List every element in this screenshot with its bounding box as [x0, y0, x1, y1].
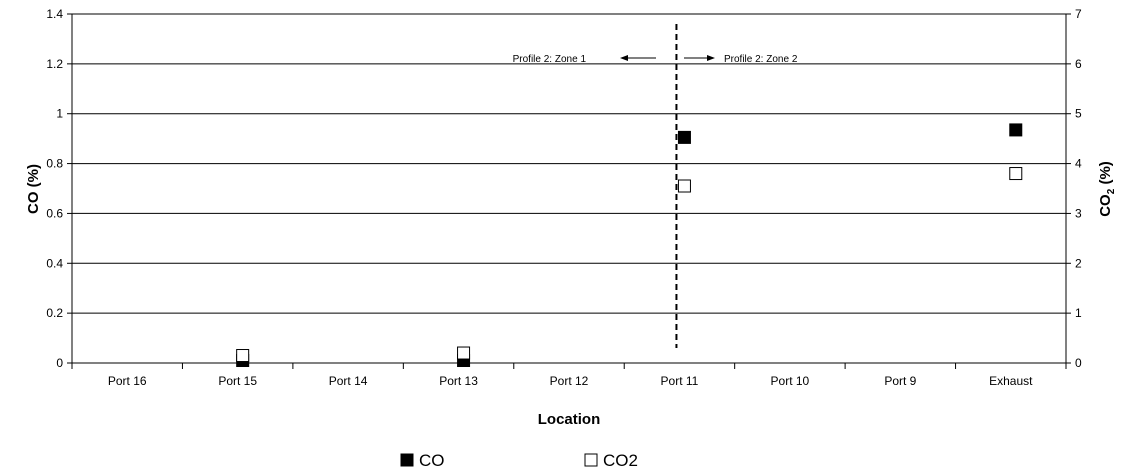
- legend-co2-marker: [584, 453, 598, 467]
- co2-marker: [236, 349, 250, 363]
- x-tick-label: Port 14: [329, 374, 368, 388]
- x-tick-label: Exhaust: [989, 374, 1033, 388]
- zone-1-label: Profile 2: Zone 1: [513, 54, 587, 65]
- zone-2-label: Profile 2: Zone 2: [724, 54, 798, 65]
- x-tick-label: Port 16: [108, 374, 147, 388]
- legend-label: CO: [419, 451, 445, 470]
- x-tick-label: Port 10: [771, 374, 810, 388]
- y-axis-right-title-tail: (%): [1097, 161, 1114, 189]
- plot-frame: [71, 13, 1067, 364]
- y-right-tick-label: 7: [1075, 7, 1082, 21]
- y-right-tick-label: 6: [1075, 57, 1082, 71]
- legend-co-marker: [400, 453, 414, 467]
- y-left-tick-label: 0: [56, 356, 63, 370]
- arrow-left-icon: [620, 55, 656, 61]
- y-left-tick-label: 0.4: [46, 256, 63, 270]
- y-left-tick-label: 0.6: [46, 206, 63, 220]
- x-tick-label: Port 11: [661, 374, 699, 388]
- right-axis: 0 1 2 3 4 5 6 7: [1066, 7, 1082, 370]
- x-axis-title: Location: [538, 411, 601, 428]
- gridlines: [72, 63, 1066, 314]
- plot-area: Profile 2: Zone 1 Profile 2: Zone 2: [71, 13, 1067, 368]
- co-marker: [1009, 123, 1023, 137]
- y-axis-right-title: CO2 (%): [1097, 161, 1117, 217]
- zone-annotations: Profile 2: Zone 1 Profile 2: Zone 2: [513, 54, 798, 65]
- x-tick-label: Port 12: [550, 374, 589, 388]
- left-axis: 0 0.2 0.4 0.6 0.8 1 1.2 1.4: [46, 7, 72, 370]
- y-right-tick-label: 2: [1075, 256, 1082, 270]
- x-tick-label: Port 9: [884, 374, 916, 388]
- legend-label: CO2: [603, 451, 638, 470]
- co-marker: [677, 130, 691, 144]
- y-left-tick-label: 0.8: [46, 157, 63, 171]
- data-markers: [236, 123, 1023, 368]
- x-tick-label: Port 15: [218, 374, 257, 388]
- y-left-tick-label: 1.4: [46, 7, 63, 21]
- y-left-tick-label: 1: [56, 107, 63, 121]
- y-left-tick-label: 0.2: [46, 306, 63, 320]
- y-left-tick-label: 1.2: [46, 57, 63, 71]
- y-right-tick-label: 4: [1075, 157, 1082, 171]
- x-axis: Port 16 Port 15 Port 14 Port 13 Port 12 Port …: [71, 363, 1067, 388]
- co2-marker: [1009, 167, 1023, 181]
- arrow-right-icon: [684, 55, 715, 61]
- y-right-tick-label: 1: [1075, 306, 1082, 320]
- co2-marker: [677, 179, 691, 193]
- x-tick-label: Port 13: [439, 374, 478, 388]
- co2-marker: [457, 346, 471, 360]
- y-right-tick-label: 0: [1075, 356, 1082, 370]
- y-right-tick-label: 5: [1075, 107, 1082, 121]
- y-axis-right-title-main: CO: [1097, 194, 1114, 217]
- legend: CO CO2: [400, 451, 638, 470]
- y-right-tick-label: 3: [1075, 206, 1082, 220]
- y-axis-right-title-subscript: 2: [1106, 188, 1117, 194]
- y-axis-left-title: CO (%): [25, 164, 42, 214]
